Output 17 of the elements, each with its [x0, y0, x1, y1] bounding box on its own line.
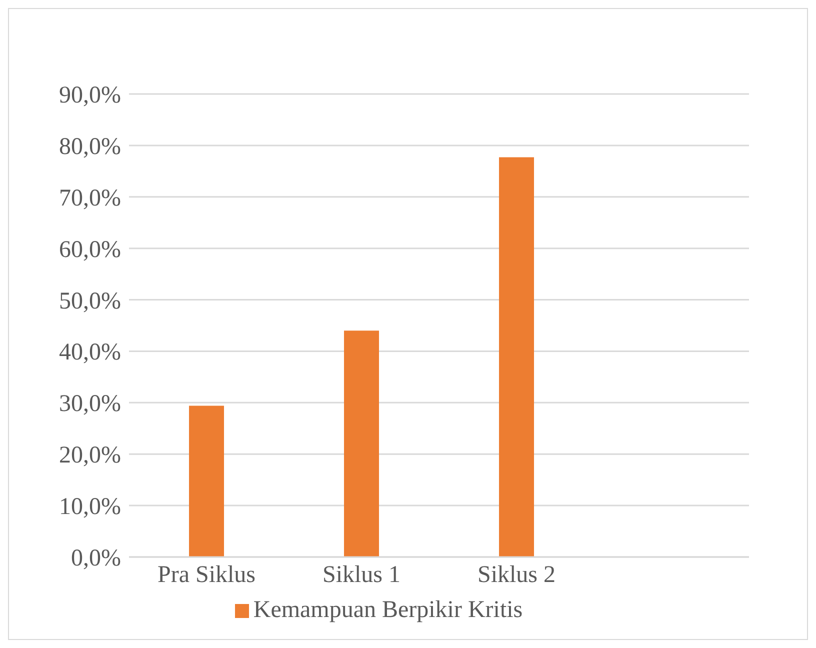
y-tick-label: 60,0%: [59, 236, 121, 263]
y-tick-label: 70,0%: [59, 185, 121, 212]
y-tick-label: 10,0%: [59, 494, 121, 520]
x-tick-label: Siklus 1: [322, 562, 401, 588]
y-tick-label: 30,0%: [59, 391, 121, 418]
x-tick-label: Pra Siklus: [157, 562, 256, 588]
bar: [344, 330, 379, 557]
y-tick-label: 90,0%: [59, 82, 121, 109]
bar: [189, 406, 224, 557]
bar: [499, 157, 534, 557]
x-tick-label: Siklus 2: [477, 562, 556, 588]
y-tick-label: 20,0%: [59, 442, 121, 469]
y-tick-label: 40,0%: [59, 340, 121, 366]
y-tick-label: 50,0%: [59, 288, 121, 314]
y-tick-label: 80,0%: [59, 134, 121, 160]
y-tick-label: 0,0%: [71, 546, 121, 572]
legend-label: Kemampuan Berpikir Kritis: [253, 597, 523, 623]
